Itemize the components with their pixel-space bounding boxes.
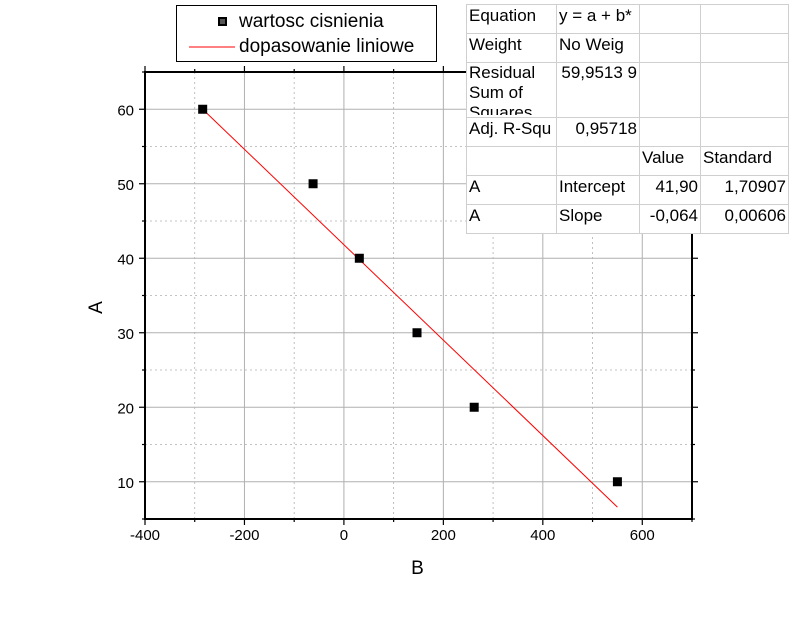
square-marker-icon: [218, 17, 227, 26]
fit-table-cell: 0,95718: [556, 117, 640, 147]
fit-table-cell: -0,064: [639, 204, 701, 234]
fit-table-cell: [639, 4, 701, 34]
fit-table-cell: Weight: [466, 33, 557, 63]
y-tick-label: 50: [117, 177, 134, 194]
x-tick-label: 400: [530, 527, 555, 544]
y-tick-label: 30: [117, 326, 134, 343]
fit-table-cell: Intercept: [556, 175, 640, 205]
fit-table-cell: Residual Sum of Squares: [466, 62, 557, 118]
fit-table-cell: [700, 33, 789, 63]
legend-label-points: wartosc cisnienia: [239, 11, 384, 32]
fit-table-row: A Slope -0,064 0,00606: [466, 204, 789, 234]
fit-table-cell: A: [466, 204, 557, 234]
fit-table-cell: Equation: [466, 4, 557, 34]
data-point: [198, 104, 208, 114]
fit-table-cell: 59,9513 9: [556, 62, 640, 118]
data-point: [354, 253, 364, 263]
fit-table-cell: [639, 117, 701, 147]
fit-table-row: Adj. R-Squ 0,95718: [466, 117, 789, 147]
x-tick-label: -200: [229, 527, 259, 544]
fit-table-cell: [639, 33, 701, 63]
x-tick-label: -400: [130, 527, 160, 544]
fit-table-cell: Slope: [556, 204, 640, 234]
data-point: [469, 402, 479, 412]
fit-table-row: Residual Sum of Squares 59,9513 9: [466, 62, 789, 118]
data-point: [412, 328, 422, 338]
fit-table-row: Equation y = a + b*: [466, 4, 789, 34]
x-tick-label: 200: [431, 527, 456, 544]
data-point: [612, 477, 622, 487]
fit-table-cell: y = a + b*: [556, 4, 640, 34]
y-tick-label: 10: [117, 475, 134, 492]
fit-table-cell: [466, 146, 557, 176]
fit-table-row: Weight No Weig: [466, 33, 789, 63]
y-tick-label: 40: [117, 251, 134, 268]
fit-table-cell: No Weig: [556, 33, 640, 63]
fit-results-table: Equation y = a + b* Weight No Weig Residual …: [466, 4, 789, 234]
fit-table-cell: Standard: [700, 146, 789, 176]
points-layer: [198, 104, 622, 487]
fit-table-cell: [700, 4, 789, 34]
fit-table-row: Value Standard: [466, 146, 789, 176]
fit-table-row: A Intercept 41,90 1,70907: [466, 175, 789, 205]
y-tick-label: 20: [117, 400, 134, 417]
legend: wartosc cisnienia dopasowanie liniowe: [176, 5, 437, 62]
legend-label-fit: dopasowanie liniowe: [239, 36, 415, 57]
line-icon: [189, 46, 235, 48]
fit-table-cell: Adj. R-Squ: [466, 117, 557, 147]
fit-table-cell: [700, 117, 789, 147]
fit-table-cell: 41,90: [639, 175, 701, 205]
fit-table-cell: A: [466, 175, 557, 205]
y-axis-label: A: [86, 301, 107, 314]
x-axis-label: B: [411, 558, 424, 579]
x-tick-label: 0: [340, 527, 348, 544]
fit-line: [202, 108, 618, 508]
fit-table-cell: 0,00606: [700, 204, 789, 234]
fit-line-layer: [202, 108, 618, 508]
axis-ticks: -400 -200 0 200 400 600 10 20 30 40 50 60: [117, 66, 698, 544]
fit-table-cell: 1,70907: [700, 175, 789, 205]
fit-table-cell: [639, 62, 701, 118]
fit-table-cell: Value: [639, 146, 701, 176]
fit-table-cell: [700, 62, 789, 118]
fit-table-cell: [556, 146, 640, 176]
data-point: [308, 179, 318, 189]
y-tick-label: 60: [117, 102, 134, 119]
x-tick-label: 600: [630, 527, 655, 544]
